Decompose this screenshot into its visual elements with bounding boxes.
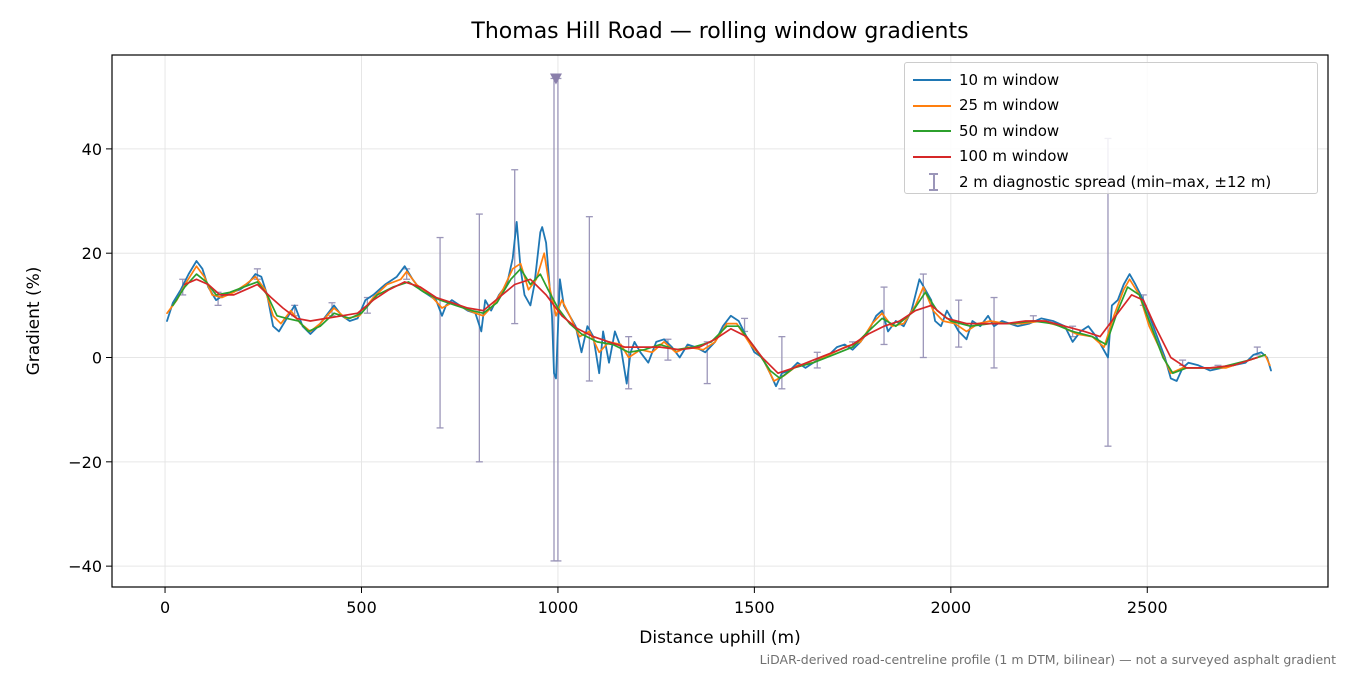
clipped-marker-triangle <box>549 73 562 85</box>
series-line-10m <box>166 221 1272 388</box>
y-tick-label: −40 <box>68 557 102 576</box>
legend-label-25m: 25 m window <box>959 96 1060 115</box>
legend: 10 m window 25 m window 50 m window 100 … <box>904 62 1318 194</box>
legend-swatch-10m <box>911 67 955 92</box>
series-line-100m <box>183 278 1259 375</box>
plot-area-frame <box>111 54 1329 588</box>
error-bar <box>436 236 444 429</box>
legend-swatch-100m <box>911 144 955 169</box>
y-axis-label: Gradient (%) <box>24 266 44 376</box>
legend-item-10m: 10 m window <box>905 67 1317 93</box>
y-axis-ticks: −40 −20 0 20 40 <box>68 140 112 576</box>
y-tick-label: 20 <box>82 244 102 263</box>
error-bar <box>778 335 786 390</box>
error-bar <box>585 216 593 382</box>
legend-item-error-bars: 2 m diagnostic spread (min–max, ±12 m) <box>905 169 1317 195</box>
legend-label-error-bars: 2 m diagnostic spread (min–max, ±12 m) <box>959 172 1272 191</box>
legend-label-100m: 100 m window <box>959 147 1069 166</box>
x-axis-ticks: 0 500 1000 1500 2000 2500 <box>160 587 1168 617</box>
legend-item-100m: 100 m window <box>905 144 1317 170</box>
error-bar <box>475 213 483 463</box>
legend-item-25m: 25 m window <box>905 93 1317 119</box>
x-tick-label: 500 <box>346 598 377 617</box>
footnote: LiDAR-derived road-centreline profile (1… <box>759 652 1336 667</box>
legend-swatch-error-bars <box>911 169 955 194</box>
x-tick-label: 2000 <box>930 598 971 617</box>
chart-title: Thomas Hill Road — rolling window gradie… <box>471 19 969 44</box>
y-tick-label: 0 <box>92 349 102 368</box>
legend-swatch-25m <box>911 93 955 118</box>
legend-item-50m: 50 m window <box>905 118 1317 144</box>
series-lines <box>166 221 1272 388</box>
clipped-markers <box>549 73 562 85</box>
legend-swatch-50m <box>911 118 955 143</box>
legend-label-50m: 50 m window <box>959 121 1060 140</box>
x-tick-label: 2500 <box>1127 598 1168 617</box>
y-tick-label: 40 <box>82 140 102 159</box>
legend-label-10m: 10 m window <box>959 70 1060 89</box>
x-tick-label: 0 <box>160 598 170 617</box>
error-bar <box>990 296 998 369</box>
x-tick-label: 1000 <box>538 598 579 617</box>
series-line-50m <box>172 267 1266 380</box>
x-tick-label: 1500 <box>734 598 775 617</box>
y-tick-label: −20 <box>68 453 102 472</box>
x-axis-label: Distance uphill (m) <box>639 628 801 648</box>
